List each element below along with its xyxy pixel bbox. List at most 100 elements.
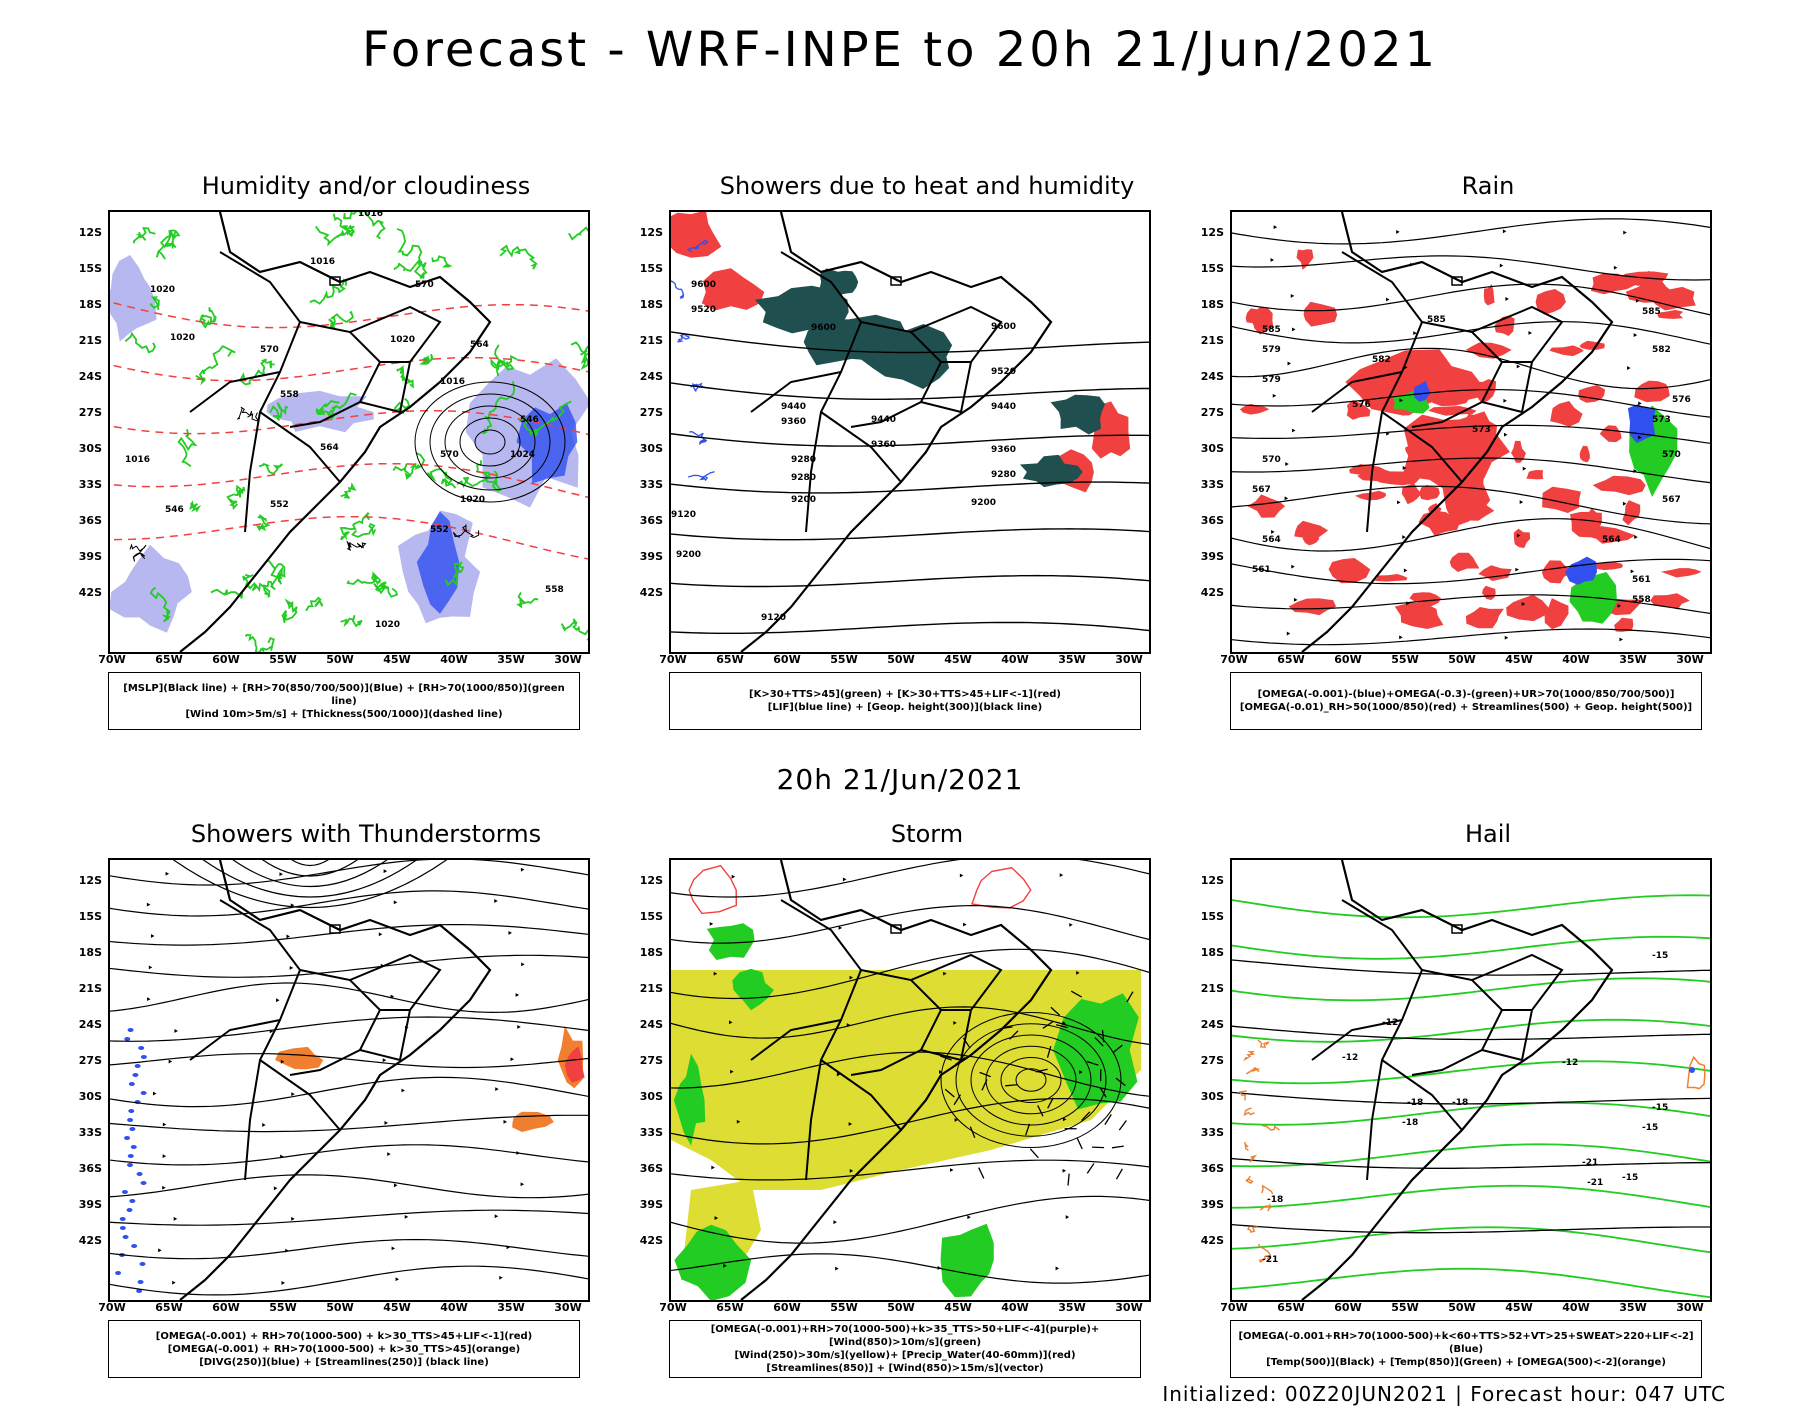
main-title: Forecast - WRF-INPE to 20h 21/Jun/2021 [0,22,1800,78]
panel-title: Hail [1228,820,1748,848]
lat-label: 24S [76,1019,102,1030]
streamline [280,860,340,866]
streamline-arrow [1287,632,1291,636]
rh-contour [432,256,450,266]
lat-label: 24S [637,1019,663,1030]
lat-label: 42S [76,587,102,598]
streamline-arrow [172,1281,176,1285]
contour-label: 1016 [440,377,465,387]
wind-vector [1116,1169,1122,1179]
legend-line: [Temp(500)](Black) + [Temp(850)](Green) … [1231,1356,1701,1369]
legend-line: [DIVG(250)](blue) + [Streamlines(250)] (… [109,1356,579,1369]
rain-area [1657,310,1683,319]
contour-label: 9520 [691,305,716,315]
streamline-arrow [262,1123,266,1127]
lon-label: 65W [1271,1302,1311,1313]
contour-label: 9600 [991,322,1016,332]
lon-label: 70W [92,654,132,665]
lat-label: 30S [637,1091,663,1102]
streamline-arrow [1396,230,1400,234]
streamline-arrow [1500,264,1504,268]
lon-label: 55W [1385,1302,1425,1313]
rh-contour [329,312,353,329]
panel-humidity: Humidity and/or cloudiness 1016 1016 1020 1… [106,172,626,732]
divergence-dot [138,1046,144,1050]
lon-label: 50W [320,1302,360,1313]
temp-850-line [1232,1020,1710,1042]
wind-vector [1119,1120,1126,1130]
streamline-arrow [394,1183,398,1187]
lat-label: 27S [76,1055,102,1066]
streamline-arrow [1274,225,1278,229]
rh-contour [310,280,346,304]
temp-500-line [1232,1092,1710,1104]
streamline-arrow [1292,429,1296,433]
divergence-dot [131,1244,137,1248]
divergence-dot [141,1181,147,1185]
lon-label: 30W [1109,1302,1149,1313]
lat-label: 15S [1198,263,1224,274]
border [1412,970,1502,1075]
thickness-line [110,300,588,328]
contour-label: 1024 [510,450,535,460]
panel-title: Humidity and/or cloudiness [106,172,626,200]
lon-label: 45W [377,1302,417,1313]
divergence-dot [135,1064,141,1068]
contour-label: 9360 [781,417,806,427]
streamline-arrow [1627,366,1631,370]
temp-850-line [1232,1144,1710,1166]
streamline-arrow [166,872,170,876]
streamline-arrow [1285,496,1289,500]
contour-label: 552 [430,525,449,535]
rh-area [110,255,157,342]
contour-label: 9280 [791,473,816,483]
geop-line [671,576,1149,587]
legend-line: [OMEGA(-0.001) + RH>70(1000-500) + k>30_… [109,1343,579,1356]
streamline-arrow [1631,569,1635,573]
streamline-arrow [387,1152,391,1156]
rh-contour [341,485,355,498]
lat-label: 42S [637,587,663,598]
streamline-arrow [291,1217,295,1221]
streamline-arrow [291,1092,295,1096]
streamline [160,860,460,908]
streamline-arrow [967,1215,971,1219]
streamline [1232,629,1710,645]
divergence-dot [123,1235,129,1239]
contour-label: 1020 [170,333,195,343]
contour-label: 585 [1642,307,1661,317]
contour-label: -18 [1402,1118,1418,1128]
streamline-arrow [516,993,520,997]
lon-label: 55W [824,1302,864,1313]
contour-label: 9280 [791,455,816,465]
streamline-arrow [1285,462,1289,466]
rain-area [1294,521,1328,541]
rain-area [1526,470,1543,479]
contour-label: 9520 [991,367,1016,377]
rh-contour [191,503,199,512]
streamline [1232,219,1710,244]
streamline-arrow [1402,535,1406,539]
panel-title: Storm [667,820,1187,848]
contour-label: 9440 [781,402,806,412]
omega-500-line [1246,1176,1253,1183]
unstable-area [671,212,721,258]
rh-contour [518,592,538,606]
panel-hail: Hail -15-12-12-18-15-18-18-21-15-21-18-1… [1228,820,1748,1380]
lat-label: 42S [637,1235,663,1246]
contour-label: -18 [1267,1195,1283,1205]
streamline-arrow [511,1057,515,1061]
streamline-arrow [1614,266,1618,270]
divergence-dot [129,1127,135,1131]
streamline-arrow [162,1186,166,1190]
contour-label: 576 [1672,395,1691,405]
contour-label: 1016 [125,455,150,465]
streamline-arrow [516,1151,520,1155]
streamline-arrow [1066,1215,1070,1219]
streamline-arrow [1504,433,1508,437]
streamline-arrow [285,1249,289,1253]
omega-500-line [1246,1068,1259,1074]
lon-label: 40W [434,1302,474,1313]
temp-850-line [1232,1269,1710,1298]
rain-area [1466,607,1504,628]
